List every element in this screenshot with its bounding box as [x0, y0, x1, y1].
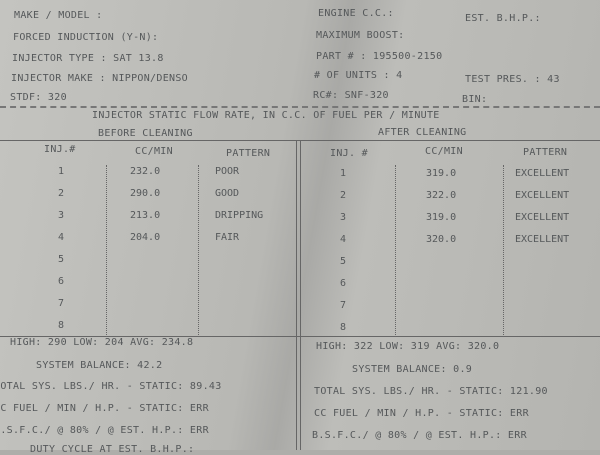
- before-row-cc: 232.0: [130, 166, 161, 177]
- before-summary: HIGH: 290 LOW: 204 AVG: 234.8: [10, 337, 194, 348]
- after-row-inj: 6: [340, 278, 347, 289]
- after-balance: SYSTEM BALANCE: 0.9: [352, 364, 473, 375]
- injector-make: INJECTOR MAKE : NIPPON/DENSO: [11, 73, 188, 84]
- before-lbs-hr: TOTAL SYS. LBS./ HR. - STATIC: 89.43: [0, 381, 222, 392]
- before-row-inj: 4: [58, 232, 65, 243]
- col-header-inj: INJ. #: [330, 148, 368, 159]
- est-bhp: EST. B.H.P.:: [465, 13, 541, 24]
- before-row-cc: 213.0: [130, 210, 161, 221]
- after-row-cc: 322.0: [426, 190, 457, 201]
- before-cc-hp: CC FUEL / MIN / H.P. - STATIC: ERR: [0, 403, 209, 414]
- col-sep: [395, 165, 396, 335]
- after-row-cc: 320.0: [426, 234, 457, 245]
- after-row-inj: 8: [340, 322, 347, 333]
- after-row-inj: 2: [340, 190, 347, 201]
- engine-cc: ENGINE C.C.:: [318, 8, 394, 19]
- forced-induction: FORCED INDUCTION (Y-N):: [13, 32, 159, 43]
- after-row-inj: 7: [340, 300, 347, 311]
- col-header-pattern: PATTERN: [523, 147, 568, 158]
- rc-number: RC#: SNF-320: [313, 90, 389, 101]
- col-header-pattern: PATTERN: [226, 148, 271, 159]
- max-boost: MAXIMUM BOOST:: [316, 30, 405, 41]
- after-summary: HIGH: 322 LOW: 319 AVG: 320.0: [316, 341, 500, 352]
- after-row-pattern: EXCELLENT: [515, 212, 570, 223]
- after-row-pattern: EXCELLENT: [515, 234, 570, 245]
- before-row-pattern: FAIR: [215, 232, 240, 243]
- center-divider: [296, 140, 297, 450]
- after-row-pattern: EXCELLENT: [515, 168, 570, 179]
- before-row-pattern: GOOD: [215, 188, 240, 199]
- after-bsfc: B.S.F.C./ @ 80% / @ EST. H.P.: ERR: [312, 430, 527, 441]
- after-row-inj: 1: [340, 168, 347, 179]
- after-row-inj: 3: [340, 212, 347, 223]
- after-lbs-hr: TOTAL SYS. LBS./ HR. - STATIC: 121.90: [314, 386, 548, 397]
- after-row-cc: 319.0: [426, 212, 457, 223]
- before-row-inj: 2: [58, 188, 65, 199]
- center-divider-2: [300, 140, 301, 450]
- col-header-cc: CC/MIN: [425, 146, 463, 157]
- stdf: STDF: 320: [10, 92, 67, 103]
- after-row-cc: 319.0: [426, 168, 457, 179]
- after-row-inj: 5: [340, 256, 347, 267]
- part-number: PART # : 195500-2150: [316, 51, 443, 62]
- before-row-inj: 7: [58, 298, 65, 309]
- col-sep: [106, 165, 107, 335]
- before-row-inj: 5: [58, 254, 65, 265]
- before-bsfc: B.S.F.C./ @ 80% / @ EST. H.P.: ERR: [0, 425, 209, 436]
- before-row-inj: 1: [58, 166, 65, 177]
- before-row-inj: 8: [58, 320, 65, 331]
- before-row-cc: 204.0: [130, 232, 161, 243]
- before-row-inj: 6: [58, 276, 65, 287]
- after-cc-hp: CC FUEL / MIN / H.P. - STATIC: ERR: [314, 408, 529, 419]
- after-row-pattern: EXCELLENT: [515, 190, 570, 201]
- divider: [0, 106, 600, 108]
- before-row-inj: 3: [58, 210, 65, 221]
- before-row-pattern: DRIPPING: [215, 210, 264, 221]
- col-sep: [503, 165, 504, 335]
- col-header-inj: INJ.#: [44, 144, 76, 155]
- after-heading: AFTER CLEANING: [378, 127, 467, 138]
- section-title: INJECTOR STATIC FLOW RATE, IN C.C. OF FU…: [92, 110, 440, 121]
- units: # OF UNITS : 4: [314, 70, 403, 81]
- before-balance: SYSTEM BALANCE: 42.2: [36, 360, 163, 371]
- after-row-inj: 4: [340, 234, 347, 245]
- injector-type: INJECTOR TYPE : SAT 13.8: [12, 53, 164, 64]
- test-pressure: TEST PRES. : 43: [465, 74, 560, 85]
- col-sep: [198, 165, 199, 335]
- before-row-pattern: POOR: [215, 166, 240, 177]
- before-row-cc: 290.0: [130, 188, 161, 199]
- summary-border: [0, 336, 600, 337]
- before-heading: BEFORE CLEANING: [98, 128, 193, 139]
- bin: BIN:: [462, 94, 488, 105]
- make-model: MAKE / MODEL :: [14, 10, 103, 21]
- col-header-cc: CC/MIN: [135, 146, 173, 157]
